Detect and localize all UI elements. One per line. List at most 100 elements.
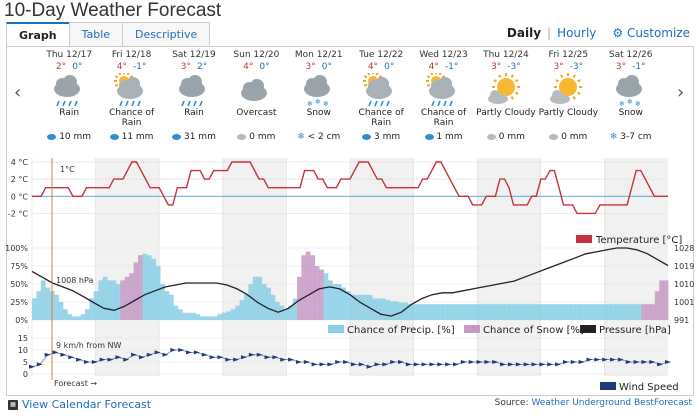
wind-arrow-icon [547, 362, 554, 367]
tab-descriptive[interactable]: Descriptive [122, 22, 211, 46]
precip-bar [305, 251, 311, 320]
temp-ytick: 4 °C [11, 158, 29, 167]
day-stripe [477, 158, 541, 376]
precip-amount-value: 3 mm [374, 132, 401, 142]
precip-bar [570, 304, 576, 320]
wind-arrow-icon [288, 357, 295, 362]
precip-bar [380, 298, 386, 320]
precip-bar [531, 304, 536, 320]
condition-label: Snow [618, 108, 643, 118]
daily-toggle[interactable]: Daily [506, 26, 542, 40]
precip-bar [244, 294, 249, 320]
precip-bar [491, 304, 497, 320]
prev-arrow-icon[interactable]: ‹ [14, 82, 22, 103]
condition-label: Rain [59, 108, 80, 118]
wind-arrow-icon [413, 362, 420, 367]
wind-arrow-icon [578, 360, 585, 364]
precip-bar [266, 287, 271, 320]
day-temps: 4° -1° [100, 62, 162, 72]
wind-arrow-icon [366, 364, 373, 369]
wind-arrow-icon [256, 352, 263, 357]
day-temps: 3° 2° [163, 62, 225, 72]
tab-table[interactable]: Table [68, 22, 124, 46]
precip-bar [279, 305, 285, 320]
precip-bar [606, 304, 611, 320]
low-temp: -1° [632, 62, 646, 72]
wind-arrow-icon [225, 357, 232, 362]
wind-arrow-icon [319, 362, 326, 367]
precip-bar [509, 304, 514, 320]
chance-rain-icon [350, 73, 412, 108]
wind-arrow-icon [123, 357, 130, 362]
precip-bar [500, 304, 505, 320]
precip-bar [332, 284, 338, 320]
precip-bar [213, 316, 218, 320]
wind-arrow-icon [36, 362, 43, 367]
precip-bar [473, 304, 479, 320]
precip-legend-swatch [328, 325, 344, 333]
precip-bar [398, 302, 404, 320]
current-temp-label: 1°C [60, 165, 75, 174]
svg-text:❄: ❄ [635, 100, 641, 108]
precip-bar [539, 304, 545, 320]
precip-bar [456, 304, 461, 320]
wind-arrow-icon [641, 360, 648, 364]
precip-amount-value: 11 mm [121, 132, 154, 142]
wind-arrow-icon [586, 357, 593, 362]
temp-legend-swatch [576, 235, 592, 243]
precip-bar [40, 280, 46, 320]
precip-bar [36, 291, 42, 320]
mode-switch: Daily | Hourly ⚙ Customize [507, 26, 690, 40]
precip-amount-value: 0 mm [561, 132, 588, 142]
wind-arrow-icon [484, 360, 491, 364]
next-arrow-icon[interactable]: › [677, 82, 685, 103]
day-column: Sat 12/26 3° -1° ❄ ❄ ❄ Snow ❄ 3-7 cm [600, 50, 662, 160]
precip-bar [230, 309, 236, 320]
precip-bar [575, 304, 581, 320]
pressure-legend-swatch [580, 325, 596, 333]
precip-bar [138, 255, 143, 320]
calendar-link[interactable]: ▦ View Calendar Forecast [8, 398, 151, 411]
precip-bar [58, 302, 64, 320]
precip-bar [425, 304, 430, 320]
precip-bar [301, 255, 307, 320]
snow-legend-swatch [464, 325, 480, 333]
precip-bar [469, 304, 475, 320]
precip-bar [562, 304, 567, 320]
precip-bar [663, 280, 669, 320]
condition-label: Partly Cloudy [476, 108, 536, 118]
precip-bar [354, 294, 360, 320]
day-stripe [604, 158, 668, 376]
precip-bar [221, 312, 227, 320]
high-temp: 4° [116, 62, 127, 72]
tab-graph[interactable]: Graph [6, 22, 70, 46]
wind-arrow-icon [625, 360, 632, 364]
precip-legend-label: Chance of Precip. [%] [347, 325, 455, 336]
precip-bar [579, 304, 585, 320]
wind-arrow-icon [280, 357, 287, 362]
precip-bar [411, 304, 417, 320]
precip-bar [566, 304, 572, 320]
hourly-toggle[interactable]: Hourly [557, 26, 597, 40]
wind-arrow-icon [539, 362, 546, 367]
precip-bar [588, 304, 594, 320]
precip-amount: 10 mm [38, 132, 100, 142]
condition-label: Chance of Rain [420, 108, 467, 128]
wind-arrow-icon [193, 350, 200, 355]
precip-bar [164, 291, 170, 320]
wind-arrow-icon [657, 362, 664, 367]
customize-label: Customize [627, 26, 690, 40]
customize-button[interactable]: ⚙ Customize [612, 26, 690, 40]
wind-arrow-icon [327, 362, 334, 367]
precip-bar [191, 312, 196, 320]
precip-amount-value: < 2 cm [307, 132, 341, 142]
precip-bar [142, 253, 148, 320]
rain-icon [47, 132, 57, 142]
precip-bar [526, 304, 532, 320]
source-link[interactable]: Weather Underground BestForecast [531, 398, 692, 408]
high-temp: 4° [428, 62, 439, 72]
overcast-icon [225, 74, 287, 108]
wind-arrow-icon [91, 360, 98, 364]
precip-bar [67, 314, 73, 320]
precip-bar [592, 304, 598, 320]
